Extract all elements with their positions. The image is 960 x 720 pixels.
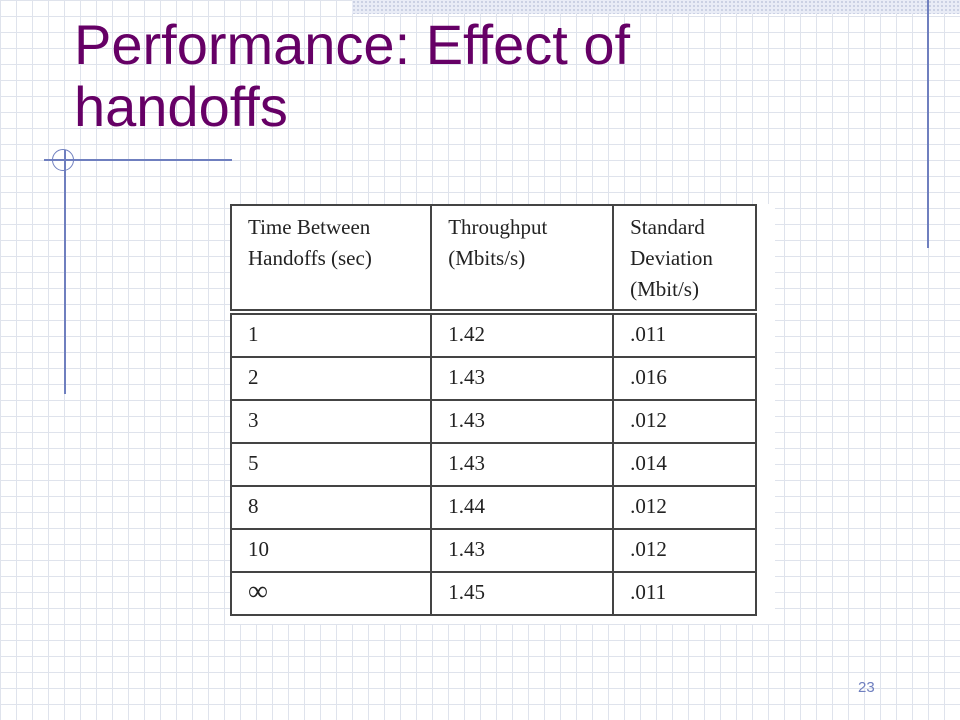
results-table-panel: Time Between Handoffs (sec) Throughput (… [229, 204, 775, 624]
header-throughput: Throughput (Mbits/s) [430, 204, 615, 315]
cell-std-dev: .016 [612, 356, 757, 401]
page-number: 23 [858, 679, 875, 696]
table-header-row: Time Between Handoffs (sec) Throughput (… [229, 204, 757, 315]
header-time-between-handoffs: Time Between Handoffs (sec) [229, 204, 433, 315]
cell-std-dev: .012 [612, 485, 757, 530]
cell-std-dev: .012 [612, 399, 757, 444]
cell-time: 5 [229, 442, 433, 487]
table-row: 3 1.43 .012 [229, 399, 757, 444]
cell-throughput: 1.43 [430, 528, 615, 573]
right-vertical-rule [927, 0, 929, 248]
top-decorative-band [352, 0, 960, 14]
cell-time: 2 [229, 356, 433, 401]
table-row: 10 1.43 .012 [229, 528, 757, 573]
cell-throughput: 1.42 [430, 311, 615, 358]
title-underline [44, 159, 232, 161]
cell-std-dev: .011 [612, 311, 757, 358]
handoff-performance-table: Time Between Handoffs (sec) Throughput (… [229, 204, 757, 616]
cell-std-dev: .011 [612, 571, 757, 616]
cell-throughput: 1.43 [430, 356, 615, 401]
table-row: 2 1.43 .016 [229, 356, 757, 401]
cell-time: 1 [229, 311, 433, 358]
cell-throughput: 1.43 [430, 399, 615, 444]
left-vertical-rule [64, 150, 66, 394]
crosshair-ornament [52, 149, 74, 171]
cell-throughput: 1.43 [430, 442, 615, 487]
cell-std-dev: .012 [612, 528, 757, 573]
cell-time: 3 [229, 399, 433, 444]
table-row: 1 1.42 .011 [229, 311, 757, 358]
table-row: 8 1.44 .012 [229, 485, 757, 530]
table-row: ∞ 1.45 .011 [229, 571, 757, 616]
header-standard-deviation: Standard Deviation (Mbit/s) [612, 204, 757, 315]
cell-time: 10 [229, 528, 433, 573]
cell-throughput: 1.44 [430, 485, 615, 530]
table-row: 5 1.43 .014 [229, 442, 757, 487]
cell-time: ∞ [229, 571, 433, 616]
cell-throughput: 1.45 [430, 571, 615, 616]
cell-time: 8 [229, 485, 433, 530]
slide-title: Performance: Effect of handoffs [74, 13, 631, 138]
cell-std-dev: .014 [612, 442, 757, 487]
